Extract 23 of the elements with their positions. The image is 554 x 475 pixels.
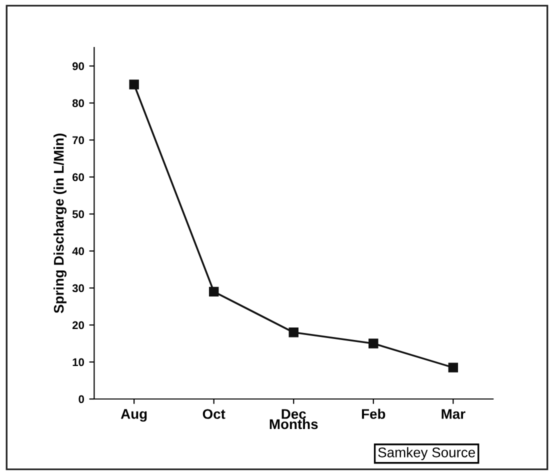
y-tick-label: 0 [78,395,84,404]
point [129,80,139,90]
x-tick-label: Feb [362,408,386,419]
x-axis-title: Months [270,418,318,430]
point [448,362,458,372]
point [288,328,298,338]
x-tick-label: Mar [442,409,466,419]
y-tick-label: 20 [72,321,84,330]
point [368,338,378,348]
y-tick-label: 10 [72,358,84,366]
y-tick-label: 80 [72,99,84,108]
x-tick-label: Oct [202,409,226,419]
x-tick-label: Aug [120,409,147,422]
y-tick-label: 90 [72,62,84,70]
x-tick-label: Dec [282,409,306,419]
point [208,286,219,297]
y-tick-label: 50 [72,210,84,218]
y-tick-label: 40 [72,247,84,256]
y-tick-label: 30 [72,284,84,292]
y-tick-label: 60 [72,173,84,182]
text: Samkey Source [378,447,475,460]
y-tick-label: 70 [72,136,84,144]
y-axis-title: Spring Discharge (in L/Min) [54,134,67,314]
